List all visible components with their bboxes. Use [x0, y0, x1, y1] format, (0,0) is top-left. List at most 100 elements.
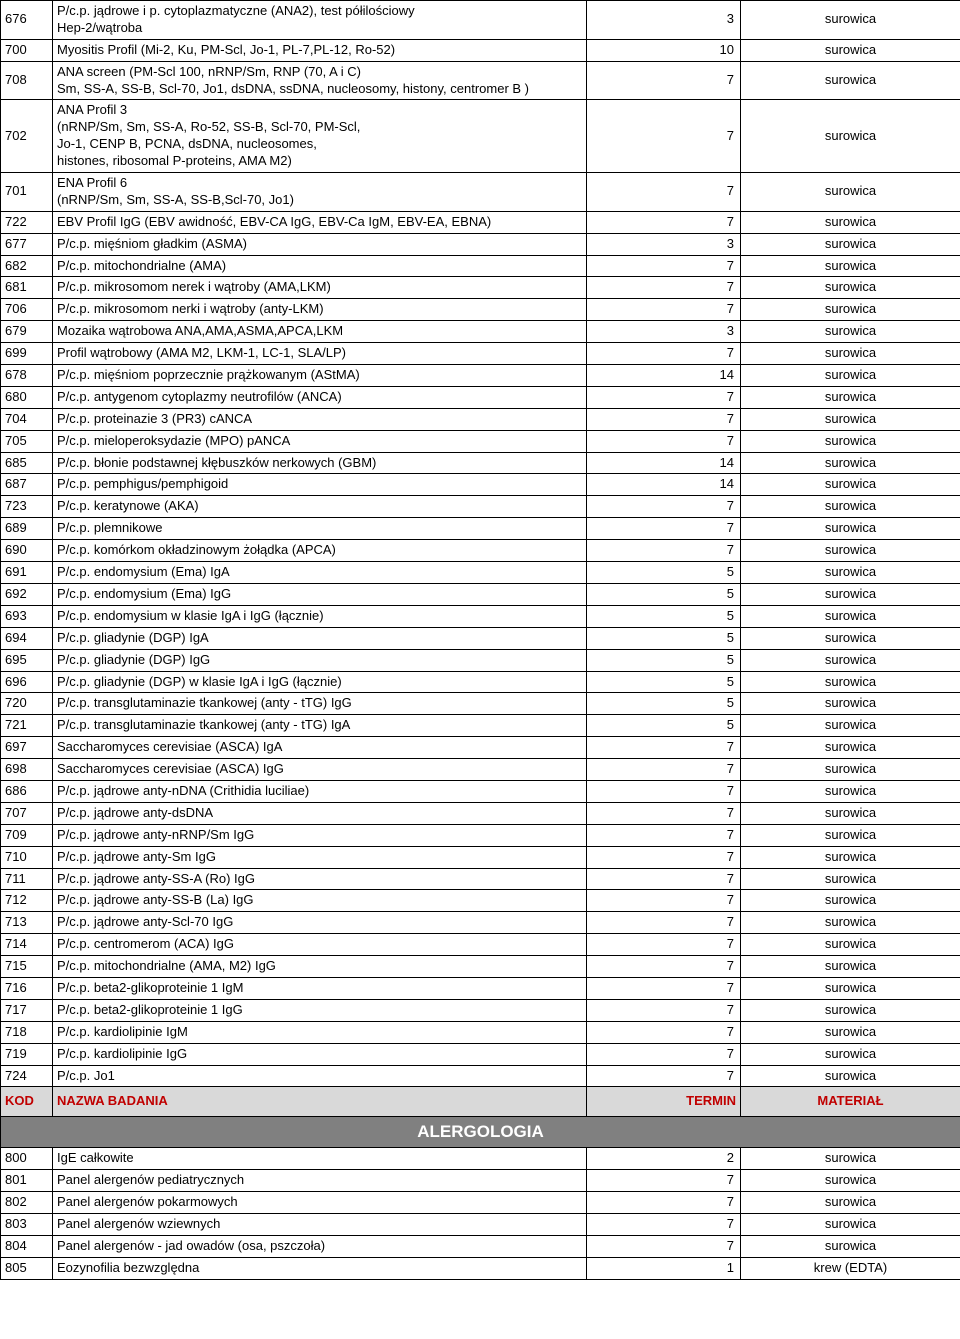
header-days: TERMIN — [587, 1087, 741, 1117]
cell-material: surowica — [741, 649, 960, 671]
cell-material: surowica — [741, 693, 960, 715]
cell-name: P/c.p. jądrowe anty-SS-B (La) IgG — [53, 890, 587, 912]
cell-material: surowica — [741, 1170, 960, 1192]
cell-code: 699 — [1, 343, 53, 365]
cell-name: P/c.p. mięśniom poprzecznie prążkowanym … — [53, 365, 587, 387]
table-row: 802Panel alergenów pokarmowych7surowica — [1, 1192, 960, 1214]
cell-code: 687 — [1, 474, 53, 496]
cell-code: 677 — [1, 233, 53, 255]
cell-days: 7 — [587, 846, 741, 868]
cell-days: 7 — [587, 780, 741, 802]
table-row: 681P/c.p. mikrosomom nerek i wątroby (AM… — [1, 277, 960, 299]
table-row: 691P/c.p. endomysium (Ema) IgA5surowica — [1, 562, 960, 584]
cell-name: P/c.p. jądrowe anty-nDNA (Crithidia luci… — [53, 780, 587, 802]
cell-days: 3 — [587, 321, 741, 343]
table-row: 692P/c.p. endomysium (Ema) IgG5surowica — [1, 583, 960, 605]
header-name: NAZWA BADANIA — [53, 1087, 587, 1117]
cell-material: surowica — [741, 977, 960, 999]
cell-material: surowica — [741, 912, 960, 934]
table-row: 676P/c.p. jądrowe i p. cytoplazmatyczne … — [1, 1, 960, 40]
cell-code: 696 — [1, 671, 53, 693]
cell-code: 704 — [1, 408, 53, 430]
cell-days: 7 — [587, 100, 741, 173]
cell-material: surowica — [741, 474, 960, 496]
cell-name: P/c.p. jądrowe anty-dsDNA — [53, 802, 587, 824]
table-row: 721P/c.p. transglutaminazie tkankowej (a… — [1, 715, 960, 737]
cell-days: 7 — [587, 1192, 741, 1214]
cell-days: 7 — [587, 386, 741, 408]
table-row: 680P/c.p. antygenom cytoplazmy neutrofil… — [1, 386, 960, 408]
cell-days: 5 — [587, 627, 741, 649]
cell-days: 7 — [587, 540, 741, 562]
cell-material: surowica — [741, 233, 960, 255]
table-row: 716P/c.p. beta2-glikoproteinie 1 IgM7sur… — [1, 977, 960, 999]
table-row: 722EBV Profil IgG (EBV awidność, EBV-CA … — [1, 211, 960, 233]
cell-material: surowica — [741, 173, 960, 212]
cell-name: P/c.p. mikrosomom nerek i wątroby (AMA,L… — [53, 277, 587, 299]
cell-code: 708 — [1, 61, 53, 100]
cell-code: 724 — [1, 1065, 53, 1087]
cell-code: 705 — [1, 430, 53, 452]
table-row: 805Eozynofilia bezwzględna1krew (EDTA) — [1, 1257, 960, 1279]
cell-code: 676 — [1, 1, 53, 40]
cell-code: 691 — [1, 562, 53, 584]
cell-code: 805 — [1, 1257, 53, 1279]
table-row: 717P/c.p. beta2-glikoproteinie 1 IgG7sur… — [1, 999, 960, 1021]
cell-material: surowica — [741, 824, 960, 846]
cell-code: 715 — [1, 956, 53, 978]
table-row: 720P/c.p. transglutaminazie tkankowej (a… — [1, 693, 960, 715]
cell-days: 7 — [587, 61, 741, 100]
cell-name: P/c.p. kardiolipinie IgG — [53, 1043, 587, 1065]
cell-code: 689 — [1, 518, 53, 540]
cell-days: 7 — [587, 999, 741, 1021]
table-row: 706P/c.p. mikrosomom nerki i wątroby (an… — [1, 299, 960, 321]
cell-name: Panel alergenów pediatrycznych — [53, 1170, 587, 1192]
table-row: 686P/c.p. jądrowe anty-nDNA (Crithidia l… — [1, 780, 960, 802]
table-row: 685P/c.p. błonie podstawnej kłębuszków n… — [1, 452, 960, 474]
table-row: 700Myositis Profil (Mi-2, Ku, PM-Scl, Jo… — [1, 39, 960, 61]
cell-code: 686 — [1, 780, 53, 802]
cell-material: surowica — [741, 627, 960, 649]
cell-days: 7 — [587, 211, 741, 233]
cell-name: IgE całkowite — [53, 1148, 587, 1170]
header-material: MATERIAŁ — [741, 1087, 960, 1117]
cell-name: Panel alergenów pokarmowych — [53, 1192, 587, 1214]
cell-code: 711 — [1, 868, 53, 890]
cell-code: 690 — [1, 540, 53, 562]
cell-material: surowica — [741, 780, 960, 802]
cell-name: P/c.p. proteinazie 3 (PR3) cANCA — [53, 408, 587, 430]
cell-name: P/c.p. kardiolipinie IgM — [53, 1021, 587, 1043]
cell-material: surowica — [741, 408, 960, 430]
cell-days: 14 — [587, 365, 741, 387]
cell-material: surowica — [741, 61, 960, 100]
cell-code: 712 — [1, 890, 53, 912]
cell-days: 7 — [587, 1021, 741, 1043]
cell-material: surowica — [741, 255, 960, 277]
cell-material: surowica — [741, 518, 960, 540]
cell-code: 694 — [1, 627, 53, 649]
cell-material: surowica — [741, 934, 960, 956]
table-row: 682P/c.p. mitochondrialne (AMA)7surowica — [1, 255, 960, 277]
cell-days: 7 — [587, 496, 741, 518]
cell-code: 679 — [1, 321, 53, 343]
cell-name: P/c.p. jądrowe anty-Sm IgG — [53, 846, 587, 868]
table-row: 804Panel alergenów - jad owadów (osa, ps… — [1, 1235, 960, 1257]
cell-name: Mozaika wątrobowa ANA,AMA,ASMA,APCA,LKM — [53, 321, 587, 343]
cell-material: surowica — [741, 1148, 960, 1170]
cell-material: surowica — [741, 1192, 960, 1214]
cell-name: Saccharomyces cerevisiae (ASCA) IgG — [53, 759, 587, 781]
table-row: 687P/c.p. pemphigus/pemphigoid14surowica — [1, 474, 960, 496]
cell-days: 7 — [587, 802, 741, 824]
cell-days: 7 — [587, 868, 741, 890]
cell-material: surowica — [741, 1235, 960, 1257]
cell-material: surowica — [741, 715, 960, 737]
cell-code: 697 — [1, 737, 53, 759]
section-header-row: ALERGOLOGIA — [1, 1117, 960, 1148]
table-row: 710P/c.p. jądrowe anty-Sm IgG7surowica — [1, 846, 960, 868]
cell-code: 804 — [1, 1235, 53, 1257]
cell-name: P/c.p. antygenom cytoplazmy neutrofilów … — [53, 386, 587, 408]
table-row: 698Saccharomyces cerevisiae (ASCA) IgG7s… — [1, 759, 960, 781]
cell-code: 720 — [1, 693, 53, 715]
table-row: 803Panel alergenów wziewnych7surowica — [1, 1214, 960, 1236]
cell-days: 3 — [587, 233, 741, 255]
